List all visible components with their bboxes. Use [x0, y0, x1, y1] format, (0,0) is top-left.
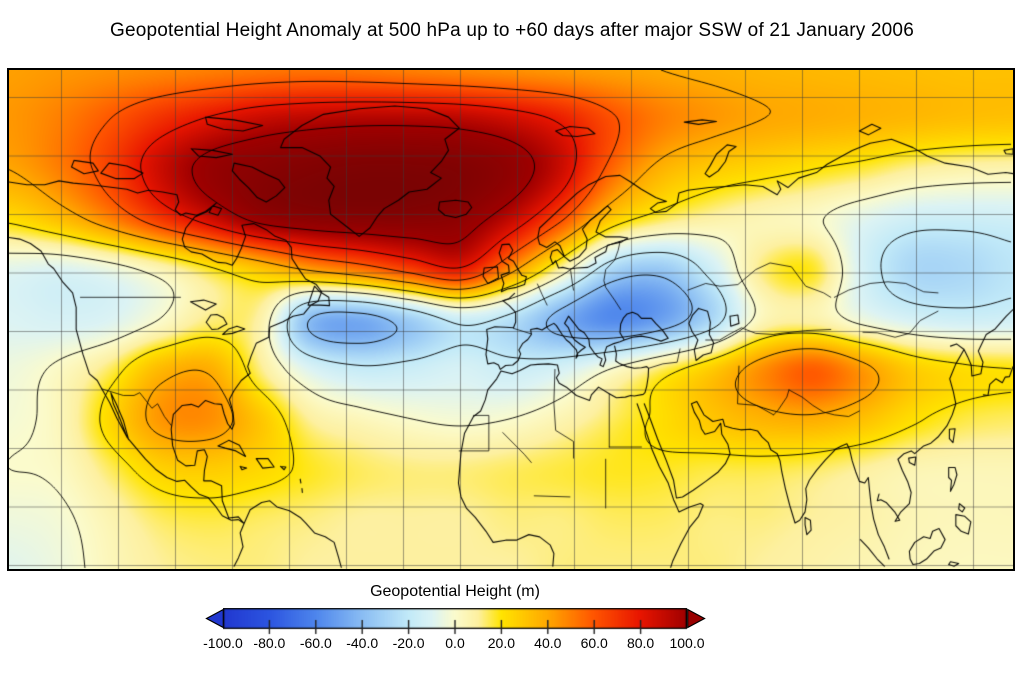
colorbar-tick-label: 40.0 — [534, 635, 562, 651]
colorbar-tick-label: 100.0 — [669, 635, 705, 651]
colorbar-tick-label: -100.0 — [203, 635, 243, 651]
colorbar-tick-labels: -100.0 -80.0 -60.0 -40.0 -20.0 0.0 20.0 40.0 60.… — [203, 635, 704, 651]
colorbar-tick-label: -40.0 — [346, 635, 379, 651]
map-frame — [7, 68, 1015, 571]
colorbar-left-arrow-icon — [205, 608, 224, 629]
colorbar-tick-label: 60.0 — [580, 635, 608, 651]
colorbar-label: Geopotential Height (m) — [370, 583, 540, 600]
colorbar-tick-label: 80.0 — [626, 635, 655, 651]
colorbar-tick-label: -20.0 — [392, 635, 425, 651]
colorbar-tick-label: -60.0 — [299, 635, 332, 651]
colorbar-gradient — [223, 608, 687, 635]
colorbar-tick-label: -80.0 — [253, 635, 286, 651]
colorbar-body: -100.0 -80.0 -60.0 -40.0 -20.0 0.0 20.0 40.0 60.… — [203, 608, 706, 658]
colorbar-tick-label: 0.0 — [445, 635, 465, 651]
colorbar-tick-label: 20.0 — [487, 635, 516, 651]
figure-title: Geopotential Height Anomaly at 500 hPa u… — [110, 20, 914, 41]
anomaly-map-canvas — [9, 70, 1013, 569]
colorbar-right-arrow-icon — [687, 608, 706, 629]
colorbar: Geopotential Height (m) -100.0 -80.0 -60.0… — [203, 583, 706, 673]
